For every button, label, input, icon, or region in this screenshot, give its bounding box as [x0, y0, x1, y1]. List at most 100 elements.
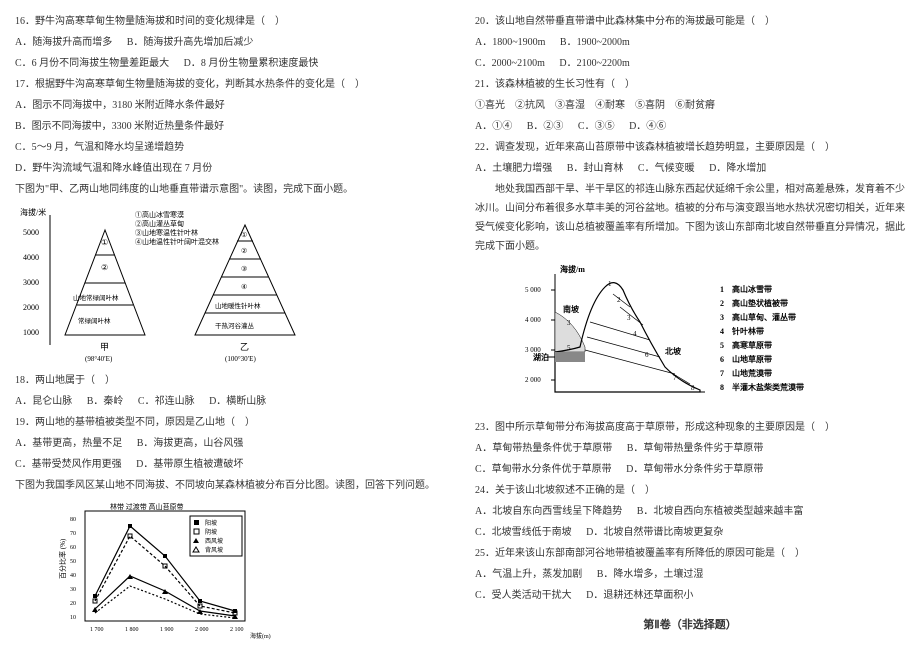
fig2: 林带 过渡带 高山苔原带 百分比率 (%) 10 20 30 40 50 60 …: [15, 501, 445, 641]
q24c: C．北坡雪线低于南坡: [475, 523, 572, 542]
svg-text:2 000: 2 000: [525, 376, 541, 384]
q21d: D．④⑥: [629, 117, 666, 136]
svg-text:2 高山垫状植被带: 2 高山垫状植被带: [720, 298, 788, 308]
q23d: D．草甸带水分条件劣于草原带: [626, 460, 763, 479]
q24-opts: A．北坡自东向西雪线呈下降趋势 B．北坡自西向东植被类型越来越丰富: [475, 502, 905, 521]
q24: 24．关于该山北坡叙述不正确的是（ ）: [475, 481, 905, 500]
svg-text:海拔(m): 海拔(m): [250, 632, 271, 640]
q23a: A．草甸带热量条件优于草原带: [475, 439, 612, 458]
svg-text:6: 6: [645, 351, 649, 359]
svg-text:②高山灌丛草甸: ②高山灌丛草甸: [135, 219, 184, 228]
svg-text:①: ①: [101, 238, 108, 247]
svg-text:海拔/m: 海拔/m: [560, 264, 585, 274]
svg-text:4 000: 4 000: [525, 316, 541, 324]
svg-text:湖泊: 湖泊: [533, 352, 549, 362]
q18: 18．两山地属于（ ）: [15, 371, 445, 390]
q17c: C．5～9 月，气温和降水均呈递增趋势: [15, 138, 445, 157]
q22b: B．封山育林: [567, 159, 624, 178]
fig3: 海拔/m 5 000 4 000 3 000 2 000 湖泊: [475, 262, 905, 412]
svg-text:(100°30′E): (100°30′E): [225, 355, 256, 363]
svg-text:百分比率 (%): 百分比率 (%): [58, 538, 67, 579]
q17: 17．根据野牛沟高寒草甸生物量随海拔的变化，判断其水热条件的变化是（ ）: [15, 75, 445, 94]
svg-text:5000: 5000: [23, 228, 39, 237]
q23c: C．草甸带水分条件优于草原带: [475, 460, 612, 479]
q23: 23．图中所示草甸带分布海拔高度高于草原带，形成这种现象的主要原因是（ ）: [475, 418, 905, 437]
svg-text:常绿阔叶林: 常绿阔叶林: [78, 316, 111, 325]
q19a: A．基带更高，热量不足: [15, 434, 122, 453]
svg-text:②: ②: [101, 263, 108, 272]
q20: 20．该山地自然带垂直带谱中此森林集中分布的海拔最可能是（ ）: [475, 12, 905, 31]
svg-text:30: 30: [70, 587, 76, 593]
svg-text:4000: 4000: [23, 253, 39, 262]
svg-text:20: 20: [70, 601, 76, 607]
svg-text:3: 3: [567, 319, 571, 327]
q25a: A．气温上升，蒸发加剧: [475, 565, 582, 584]
svg-text:3: 3: [627, 314, 631, 322]
q25-opts2: C．受人类活动干扰大 D．退耕还林还草面积小: [475, 586, 905, 605]
q22-opts: A．土壤肥力增强 B．封山育林 C．气候变暖 D．降水增加: [475, 159, 905, 178]
svg-text:2000: 2000: [23, 303, 39, 312]
svg-text:1 高山冰雪带: 1 高山冰雪带: [720, 284, 772, 294]
q25: 25．近年来该山东部南部河谷地带植被覆盖率有所降低的原因可能是（ ）: [475, 544, 905, 563]
svg-text:4 针叶林带: 4 针叶林带: [720, 326, 764, 336]
q18c: C．祁连山脉: [138, 392, 195, 411]
svg-text:④: ④: [241, 283, 247, 291]
q19-opts2: C．基带受焚风作用更强 D．基带原生植被遭破坏: [15, 455, 445, 474]
q25b: B．降水增多，土壤过湿: [597, 565, 704, 584]
q25c: C．受人类活动干扰大: [475, 586, 572, 605]
svg-text:5 000: 5 000: [525, 286, 541, 294]
svg-text:3000: 3000: [23, 278, 39, 287]
q18d: D．横断山脉: [209, 392, 266, 411]
q22: 22．调查发现，近年来高山苔原带中该森林植被增长趋势明显，主要原因是（ ）: [475, 138, 905, 157]
q16-opts: A．随海拔升高而增多 B．随海拔升高先增加后减少: [15, 33, 445, 52]
svg-text:4: 4: [633, 330, 637, 338]
svg-text:1: 1: [608, 280, 612, 288]
svg-text:阴坡: 阴坡: [205, 528, 217, 536]
q21b: B．②③: [527, 117, 564, 136]
q24a: A．北坡自东向西雪线呈下降趋势: [475, 502, 622, 521]
svg-text:8 半灌木盐柴类荒漠带: 8 半灌木盐柴类荒漠带: [720, 382, 804, 392]
left-column: 16．野牛沟高寒草甸生物量随海拔和时间的变化规律是（ ） A．随海拔升高而增多 …: [0, 0, 460, 651]
q21: 21．该森林植被的生长习性有（ ）: [475, 75, 905, 94]
svg-text:1 700: 1 700: [90, 627, 104, 633]
q16: 16．野牛沟高寒草甸生物量随海拔和时间的变化规律是（ ）: [15, 12, 445, 31]
q18b: B．秦岭: [87, 392, 124, 411]
svg-text:甲: 甲: [100, 342, 109, 352]
svg-text:6 山地草原带: 6 山地草原带: [720, 354, 772, 364]
q16b: B．随海拔升高先增加后减少: [127, 33, 254, 52]
svg-text:1000: 1000: [23, 328, 39, 337]
svg-text:北坡: 北坡: [665, 346, 682, 356]
svg-text:8: 8: [691, 384, 695, 392]
svg-text:7 山地荒漠带: 7 山地荒漠带: [720, 368, 772, 378]
svg-text:10: 10: [70, 615, 76, 621]
svg-text:40: 40: [70, 573, 76, 579]
svg-text:乙: 乙: [240, 342, 249, 352]
svg-text:3 高山草甸、灌丛带: 3 高山草甸、灌丛带: [720, 312, 796, 322]
q23-opts2: C．草甸带水分条件优于草原带 D．草甸带水分条件劣于草原带: [475, 460, 905, 479]
svg-text:2 100: 2 100: [230, 627, 244, 633]
q24-opts2: C．北坡雪线低于南坡 D．北坡自然带谱比南坡更复杂: [475, 523, 905, 542]
q19-opts: A．基带更高，热量不足 B．海拔更高，山谷风强: [15, 434, 445, 453]
fig1: 海拔/米 5000 4000 3000 2000 1000 ①高山冰雪寒漠 ②高…: [15, 205, 445, 365]
q23b: B．草甸带热量条件劣于草原带: [627, 439, 764, 458]
intro2: 下图为我国季风区某山地不同海拔、不同坡向某森林植被分布百分比图。读图，回答下列问…: [15, 476, 445, 495]
svg-text:③山地寒温性针叶林: ③山地寒温性针叶林: [135, 228, 198, 237]
q20b: B．1900~2000m: [560, 33, 630, 52]
q19: 19．两山地的基带植被类型不同，原因是乙山地（ ）: [15, 413, 445, 432]
svg-text:5: 5: [567, 344, 571, 352]
q22a: A．土壤肥力增强: [475, 159, 552, 178]
q19d: D．基带原生植被遭破坏: [136, 455, 243, 474]
right-column: 20．该山地自然带垂直带谱中此森林集中分布的海拔最可能是（ ） A．1800~1…: [460, 0, 920, 651]
q16c: C．6 月份不同海拔生物量差距最大: [15, 54, 169, 73]
svg-text:70: 70: [70, 531, 76, 537]
svg-text:2: 2: [617, 296, 621, 304]
q25d: D．退耕还林还草面积小: [586, 586, 693, 605]
q16-opts2: C．6 月份不同海拔生物量差距最大 D．8 月份生物量累积速度最快: [15, 54, 445, 73]
q23-opts: A．草甸带热量条件优于草原带 B．草甸带热量条件劣于草原带: [475, 439, 905, 458]
q20-opts2: C．2000~2100m D．2100~2200m: [475, 54, 905, 73]
svg-text:80: 80: [70, 517, 76, 523]
svg-text:①高山冰雪寒漠: ①高山冰雪寒漠: [135, 210, 184, 219]
q19c: C．基带受焚风作用更强: [15, 455, 122, 474]
svg-text:背风坡: 背风坡: [205, 546, 223, 554]
q21sub: ①喜光 ②抗风 ③喜湿 ④耐寒 ⑤喜阴 ⑥耐贫瘠: [475, 96, 905, 115]
